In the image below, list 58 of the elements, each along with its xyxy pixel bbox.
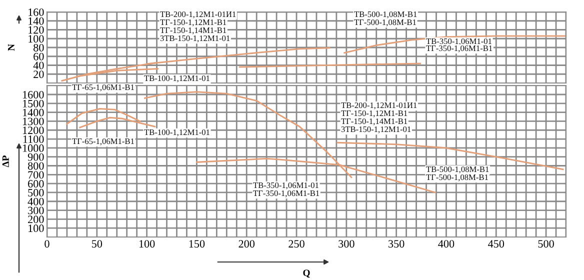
y-tick-label: 300 bbox=[28, 206, 44, 214]
annotation: 3ТВ-150-1,12М1-01 bbox=[341, 126, 411, 134]
y-tick-label: 40 bbox=[33, 62, 44, 70]
x-tick-label: 150 bbox=[189, 240, 205, 248]
x-tick-label: 50 bbox=[92, 240, 102, 248]
y-tick-label: 400 bbox=[28, 198, 44, 206]
annotation: ТВ-100-1,12М1-01 bbox=[144, 75, 210, 82]
annotation: ТВ-200-1,12М1-01И1 bbox=[341, 102, 417, 110]
annotation: ТВ-500-1,08М-В1 bbox=[426, 166, 489, 174]
annotation: ТГ-150-1,12М1-В1 bbox=[341, 110, 408, 118]
x-tick-label: 0 bbox=[44, 240, 50, 248]
x-tick-label: 200 bbox=[238, 240, 255, 248]
y-tick-label: 900 bbox=[28, 153, 44, 161]
x-tick-label: 350 bbox=[388, 240, 404, 248]
y-tick-label: 600 bbox=[28, 180, 44, 188]
x-tick-label: 100 bbox=[139, 240, 155, 248]
x-tick-label: 400 bbox=[438, 240, 454, 248]
annotation: ТВ-350-1,06М1-01 bbox=[253, 182, 318, 190]
annotation: ТВ-350-1,06М1-01 bbox=[426, 38, 492, 46]
y-axis-title: N bbox=[8, 44, 14, 51]
y-axis-title: ΔP bbox=[2, 156, 9, 168]
y-tick-label: 140 bbox=[28, 17, 44, 25]
annotation: ТГ-500-1,08М-В1 bbox=[426, 174, 488, 182]
y-tick-label: 160 bbox=[28, 8, 44, 16]
y-tick-label: 200 bbox=[28, 216, 44, 224]
y-tick-label: 100 bbox=[28, 224, 44, 232]
y-tick-label: 80 bbox=[34, 44, 44, 52]
annotation: ТВ-200-1,12М1-01И1 bbox=[160, 11, 236, 18]
annotation: ТГ-150-1,14М1-В1 bbox=[341, 118, 408, 126]
annotation: 3ТВ-150-1,12М1-01 bbox=[160, 35, 230, 42]
y-tick-label: 120 bbox=[28, 26, 44, 34]
x-axis-title: Q bbox=[303, 270, 310, 278]
y-tick-label: 1400 bbox=[22, 108, 44, 116]
y-tick-label: 20 bbox=[34, 70, 44, 78]
annotation: ТВ-500-1,08М-В1 bbox=[354, 11, 417, 18]
annotation: ТГ-150-1,12М1-В1 bbox=[160, 19, 226, 26]
y-tick-label: 800 bbox=[28, 162, 44, 170]
y-tick-label: 1100 bbox=[23, 136, 44, 143]
annotation: ТГ-350-1,06М1-В1 bbox=[253, 190, 320, 198]
y-tick-label: 1600 bbox=[22, 90, 44, 98]
y-tick-label: 1300 bbox=[22, 118, 44, 126]
annotation: ТВ-100-1,12М1-01 bbox=[144, 129, 210, 136]
y-tick-label: 1000 bbox=[22, 144, 44, 152]
x-tick-label: 450 bbox=[488, 240, 504, 248]
y-tick-label: 100 bbox=[28, 35, 44, 43]
annotation: ТГ-65-1,06М1-В1 bbox=[72, 84, 134, 92]
annotation: ТГ-500-1,08М-В1 bbox=[354, 19, 416, 26]
y-tick-label: 1500 bbox=[22, 100, 44, 108]
y-tick-label: 500 bbox=[28, 188, 44, 196]
x-tick-label: 250 bbox=[288, 240, 304, 248]
annotation: ТГ-150-1,14М1-В1 bbox=[160, 27, 226, 34]
y-tick-label: 1200 bbox=[22, 126, 44, 134]
annotation: ТГ-65-1,06М1-В1 bbox=[72, 138, 134, 146]
y-tick-label: 700 bbox=[28, 171, 44, 179]
x-tick-label: 300 bbox=[338, 240, 354, 248]
y-tick-label: 60 bbox=[34, 52, 44, 60]
annotation: ТГ-350-1,06М1-В1 bbox=[426, 45, 492, 52]
x-tick-label: 500 bbox=[538, 240, 554, 248]
